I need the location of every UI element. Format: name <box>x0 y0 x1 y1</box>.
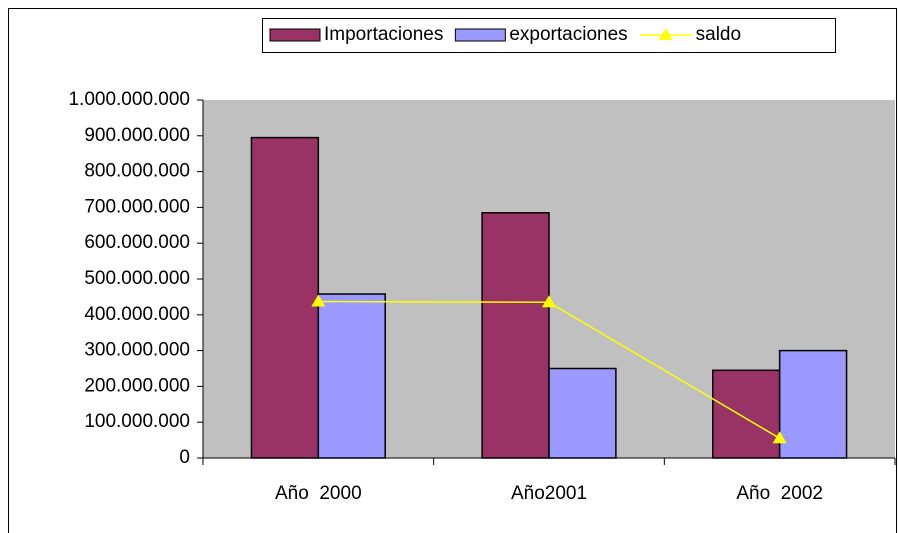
y-tick-label: 800.000.000 <box>84 161 190 182</box>
line-marker <box>772 431 787 444</box>
y-tick-label: 600.000.000 <box>84 232 190 253</box>
legend-label: exportaciones <box>509 24 627 45</box>
line-marker <box>658 28 673 40</box>
legend-label: saldo <box>696 24 741 45</box>
bar <box>712 369 781 459</box>
y-tick-label: 100.000.000 <box>84 411 190 432</box>
y-tick-label: 0 <box>179 447 190 468</box>
line-marker <box>311 294 326 307</box>
y-tick-label: 700.000.000 <box>84 196 190 217</box>
bar <box>548 367 617 459</box>
legend-swatch <box>269 28 321 42</box>
line-marker <box>542 295 556 308</box>
y-tick-label: 200.000.000 <box>84 375 190 396</box>
bar <box>481 212 550 459</box>
x-tick-label: Año 2000 <box>275 483 362 504</box>
bar <box>778 349 848 459</box>
y-tick-label: 500.000.000 <box>84 268 190 289</box>
legend <box>262 18 836 53</box>
y-tick-label: 300.000.000 <box>84 340 190 361</box>
x-tick-label: Año2001 <box>511 483 587 504</box>
legend-label: Importaciones <box>324 24 443 45</box>
y-tick-label: 900.000.000 <box>84 125 190 146</box>
y-tick-label: 400.000.000 <box>84 304 190 325</box>
x-tick-label: Año 2002 <box>736 483 823 504</box>
bar <box>250 136 320 459</box>
bar <box>317 293 386 459</box>
y-tick-label: 1.000.000.000 <box>68 89 190 110</box>
legend-swatch <box>454 28 506 42</box>
